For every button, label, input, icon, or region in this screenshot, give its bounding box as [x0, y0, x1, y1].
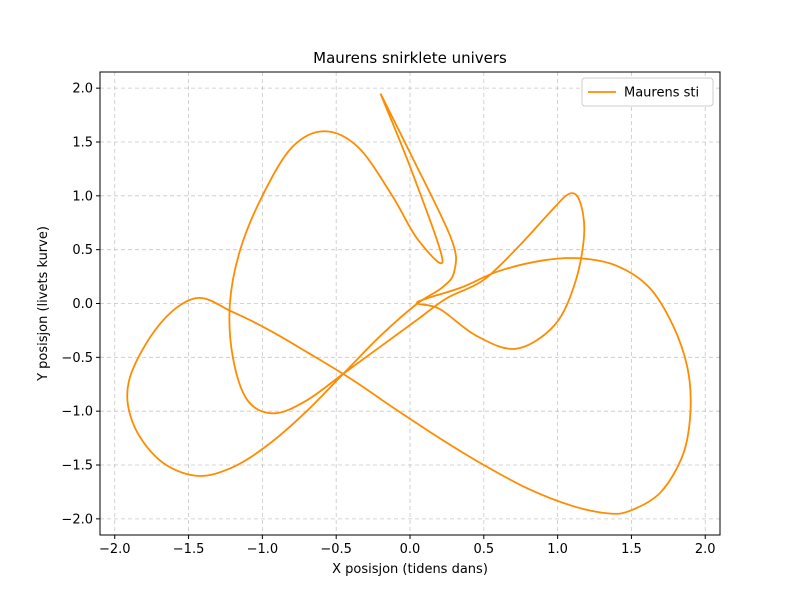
y-tick-label: 0.0: [72, 297, 93, 312]
legend-entry-label: Maurens sti: [624, 86, 699, 101]
y-tick-label: −0.5: [61, 351, 93, 366]
grid: [100, 72, 720, 535]
y-tick-label: 0.5: [72, 243, 93, 258]
x-tick-label: 0.5: [473, 542, 494, 557]
x-tick-label: 0.0: [400, 542, 421, 557]
y-tick-label: 1.0: [72, 189, 93, 204]
x-axis-label: X posisjon (tidens dans): [332, 562, 488, 577]
y-tick-label: 2.0: [72, 82, 93, 97]
chart-title: Maurens snirklete univers: [313, 49, 507, 67]
x-tick-label: −1.0: [247, 542, 279, 557]
y-axis-label: Y posisjon (livets kurve): [36, 226, 51, 382]
x-tick-label: −0.5: [320, 542, 352, 557]
plot-area: [126, 93, 692, 515]
y-tick-label: −1.5: [61, 459, 93, 474]
y-tick-label: 1.5: [72, 135, 93, 150]
x-tick-label: −1.5: [173, 542, 205, 557]
ticks: −2.0 −1.5 −1.0 −0.5 0.0 0.5 1.0 1.5 2.0 −2.0 −1.5 −…: [61, 82, 715, 557]
legend-box: [581, 77, 714, 107]
x-tick-label: 1.0: [547, 542, 568, 557]
y-tick-label: −1.0: [61, 405, 93, 420]
series-line-maurens-sti: [126, 93, 692, 515]
x-tick-label: 1.5: [621, 542, 642, 557]
x-tick-label: −2.0: [99, 542, 131, 557]
legend: Maurens sti: [581, 77, 714, 107]
x-tick-label: 2.0: [695, 542, 716, 557]
y-tick-label: −2.0: [61, 512, 93, 527]
